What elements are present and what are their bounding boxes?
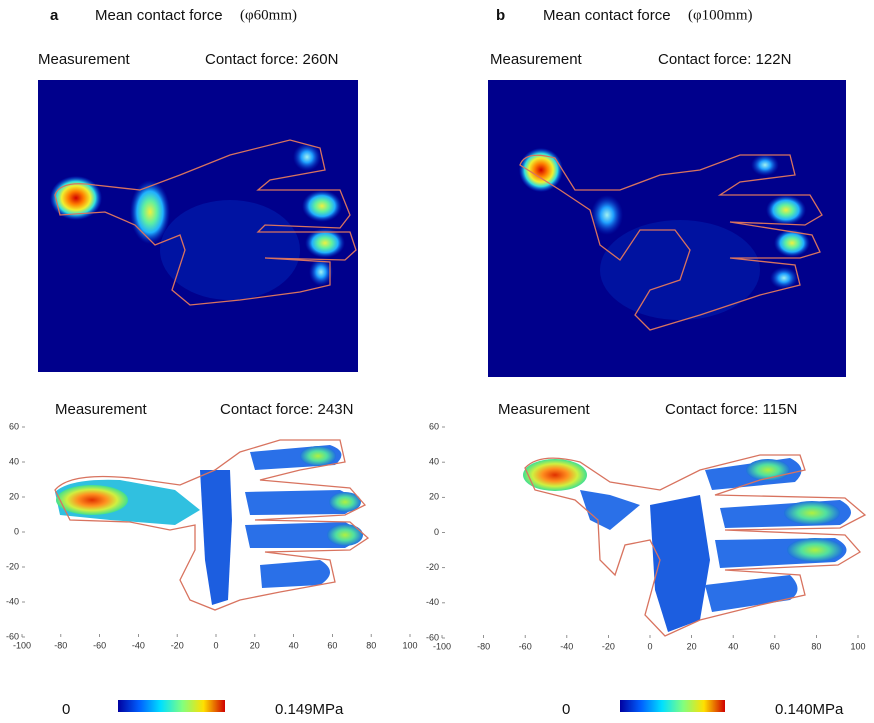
y-tick-label: -60 xyxy=(6,631,19,641)
x-tick-label: -60 xyxy=(93,640,106,650)
measurement-heatmap xyxy=(38,80,358,372)
y-tick-label: 0 xyxy=(434,527,439,537)
force-label: Contact force: 115N xyxy=(665,401,797,418)
y-tick-label: -40 xyxy=(6,596,19,606)
simulation-heatmap xyxy=(55,440,368,610)
y-tick-label: -40 xyxy=(426,597,439,607)
measurement-label: Measurement xyxy=(498,401,591,418)
x-tick-label: -40 xyxy=(560,641,573,651)
x-tick-label: 20 xyxy=(687,641,697,651)
y-tick-label: 20 xyxy=(9,491,19,501)
x-tick-label: 80 xyxy=(366,640,376,650)
x-tick-label: 40 xyxy=(728,641,738,651)
x-tick-label: -80 xyxy=(477,641,490,651)
x-tick-label: -20 xyxy=(602,641,615,651)
y-tick-label: 20 xyxy=(429,492,439,502)
colorbar xyxy=(620,700,725,712)
panel-label: a xyxy=(50,7,59,24)
panel-title-param: (φ60mm) xyxy=(240,7,297,23)
x-tick-label: 100 xyxy=(850,641,865,651)
y-tick-label: 60 xyxy=(429,421,439,431)
x-tick-label: 0 xyxy=(213,640,218,650)
y-tick-label: -20 xyxy=(426,562,439,572)
x-tick-label: -60 xyxy=(519,641,532,651)
panel-title: Mean contact force xyxy=(543,7,671,24)
panel-title-param: (φ100mm) xyxy=(688,7,752,23)
force-label: Contact force: 122N xyxy=(658,51,791,68)
colorbar xyxy=(118,700,225,712)
y-tick-label: 40 xyxy=(9,456,19,466)
y-tick-label: 0 xyxy=(14,526,19,536)
y-tick-label: 40 xyxy=(429,457,439,467)
measurement-label: Measurement xyxy=(38,51,131,68)
x-tick-label: -20 xyxy=(171,640,184,650)
x-tick-label: 100 xyxy=(402,640,417,650)
x-tick-label: 40 xyxy=(289,640,299,650)
force-label: Contact force: 243N xyxy=(220,401,353,418)
colorbar-min: 0 xyxy=(62,701,70,718)
colorbar-max: 0.140MPa xyxy=(775,701,844,718)
x-tick-label: 60 xyxy=(770,641,780,651)
x-tick-label: 60 xyxy=(327,640,337,650)
x-tick-label: -40 xyxy=(132,640,145,650)
figure: a Mean contact force (φ60mm) Measurement… xyxy=(0,0,874,723)
x-tick-label: 0 xyxy=(647,641,652,651)
colorbar-max: 0.149MPa xyxy=(275,701,344,718)
x-tick-label: 80 xyxy=(811,641,821,651)
measurement-heatmap xyxy=(488,80,846,377)
x-tick-label: 20 xyxy=(250,640,260,650)
y-tick-label: 60 xyxy=(9,421,19,431)
panel-label: b xyxy=(496,7,505,24)
measurement-label: Measurement xyxy=(490,51,583,68)
simulation-heatmap xyxy=(523,455,865,636)
x-tick-label: -100 xyxy=(433,641,451,651)
colorbar-min: 0 xyxy=(562,701,570,718)
force-label: Contact force: 260N xyxy=(205,51,338,68)
panel-title: Mean contact force xyxy=(95,7,223,24)
x-tick-label: -100 xyxy=(13,640,31,650)
measurement-label: Measurement xyxy=(55,401,148,418)
y-tick-label: -60 xyxy=(426,632,439,642)
y-tick-label: -20 xyxy=(6,561,19,571)
x-tick-label: -80 xyxy=(54,640,67,650)
